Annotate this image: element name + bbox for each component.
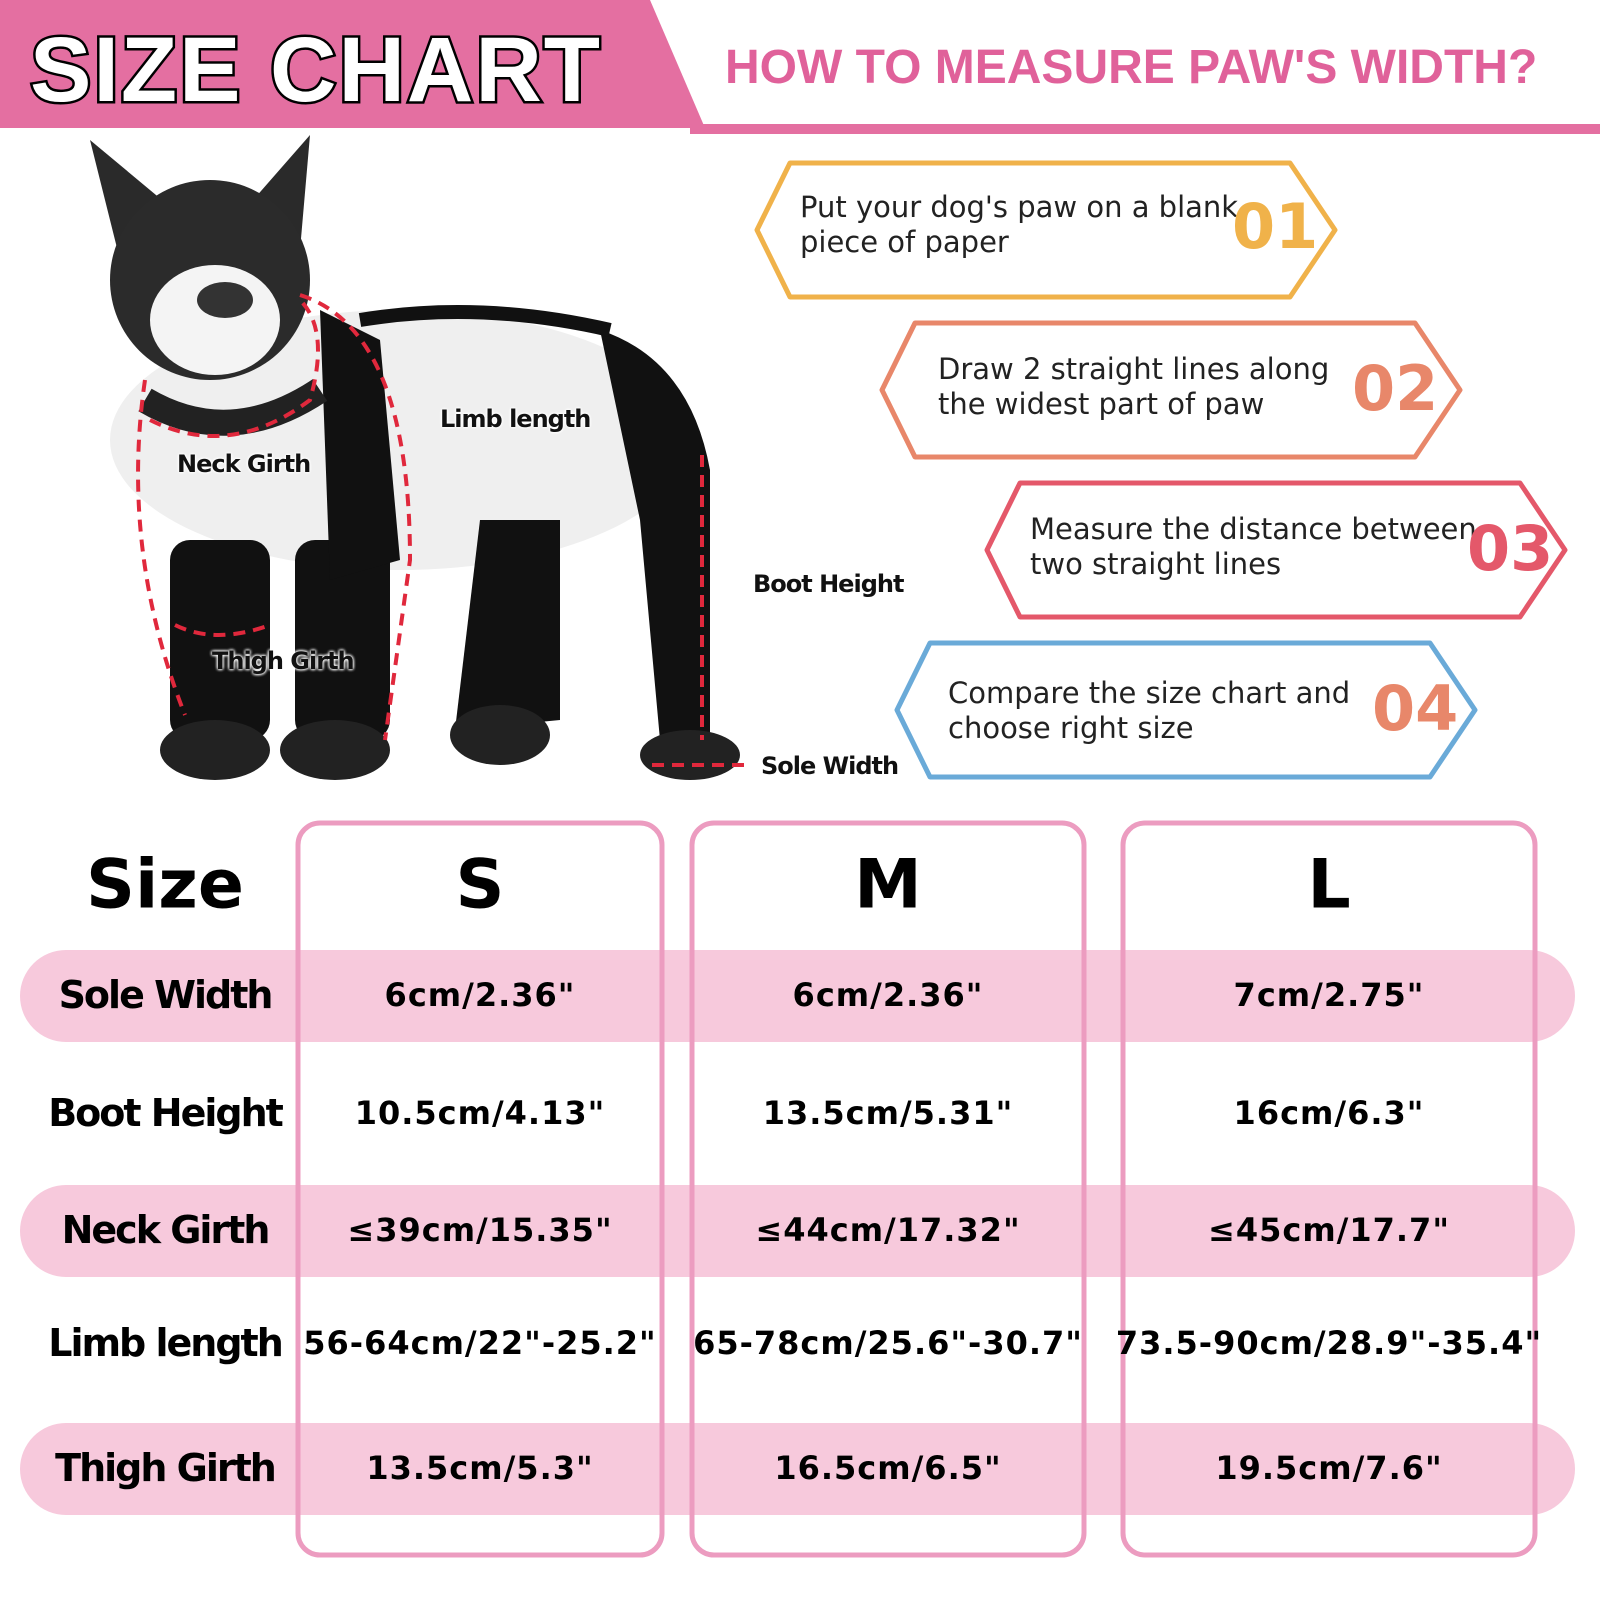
- step-text: Measure the distance between two straigh…: [1030, 512, 1477, 581]
- step-frame: [879, 320, 1463, 460]
- header-band: [0, 0, 705, 128]
- row-band: [20, 950, 1575, 1042]
- row-band: [20, 1423, 1575, 1515]
- step-number: 01: [1232, 190, 1319, 263]
- step-text: Put your dog's paw on a blank piece of p…: [800, 190, 1239, 259]
- row-label: Thigh Girth: [55, 1446, 277, 1490]
- step-number: 02: [1352, 352, 1439, 425]
- diagram-label: Sole Width: [761, 752, 899, 780]
- table-cell: 13.5cm/5.3": [366, 1449, 594, 1487]
- header-rule: [690, 124, 1600, 134]
- table-cell: 73.5-90cm/28.9"-35.4": [1115, 1324, 1543, 1362]
- table-cell: ≤44cm/17.32": [755, 1211, 1021, 1249]
- table-cell: ≤39cm/15.35": [347, 1211, 613, 1249]
- row-band: [20, 1185, 1575, 1277]
- step-text: Draw 2 straight lines along the widest p…: [938, 352, 1330, 421]
- row-label: Boot Height: [48, 1091, 284, 1135]
- diagram-label: Limb length: [440, 405, 591, 433]
- table-cell: 56-64cm/22"-25.2": [303, 1324, 657, 1362]
- step-frame: [894, 640, 1478, 780]
- row-label: Sole Width: [58, 973, 274, 1017]
- step-frame: [984, 480, 1568, 620]
- column-frame: [295, 820, 665, 1558]
- step-text: Compare the size chart and choose right …: [948, 676, 1351, 745]
- diagram-label: Neck Girth: [177, 450, 311, 478]
- row-label: Neck Girth: [61, 1208, 271, 1252]
- row-label: Limb length: [48, 1321, 284, 1365]
- diagram-label: Thigh Girth: [212, 647, 355, 675]
- diagram-label: Boot Height: [753, 570, 904, 598]
- column-frame: [689, 820, 1087, 1558]
- table-cell: 10.5cm/4.13": [354, 1094, 606, 1132]
- measure-lines: [136, 293, 750, 767]
- table-cell: 6cm/2.36": [792, 976, 984, 1014]
- table-cell: 19.5cm/7.6": [1215, 1449, 1443, 1487]
- step-number: 04: [1372, 672, 1459, 745]
- table-cell: ≤45cm/17.7": [1208, 1211, 1450, 1249]
- page-title: SIZE CHART: [28, 17, 603, 124]
- size-header: M: [854, 845, 922, 925]
- size-header: L: [1307, 845, 1351, 925]
- table-cell: 16cm/6.3": [1233, 1094, 1425, 1132]
- step-frame: [754, 160, 1338, 300]
- table-cell: 65-78cm/25.6"-30.7": [693, 1324, 1083, 1362]
- column-frame: [1120, 820, 1538, 1558]
- size-label: Size: [86, 845, 244, 925]
- step-number: 03: [1467, 512, 1554, 585]
- table-cell: 16.5cm/6.5": [774, 1449, 1002, 1487]
- subtitle: HOW TO MEASURE PAW'S WIDTH?: [725, 41, 1538, 94]
- table-cell: 7cm/2.75": [1233, 976, 1425, 1014]
- size-header: S: [455, 845, 505, 925]
- table-cell: 6cm/2.36": [384, 976, 576, 1014]
- table-cell: 13.5cm/5.31": [762, 1094, 1014, 1132]
